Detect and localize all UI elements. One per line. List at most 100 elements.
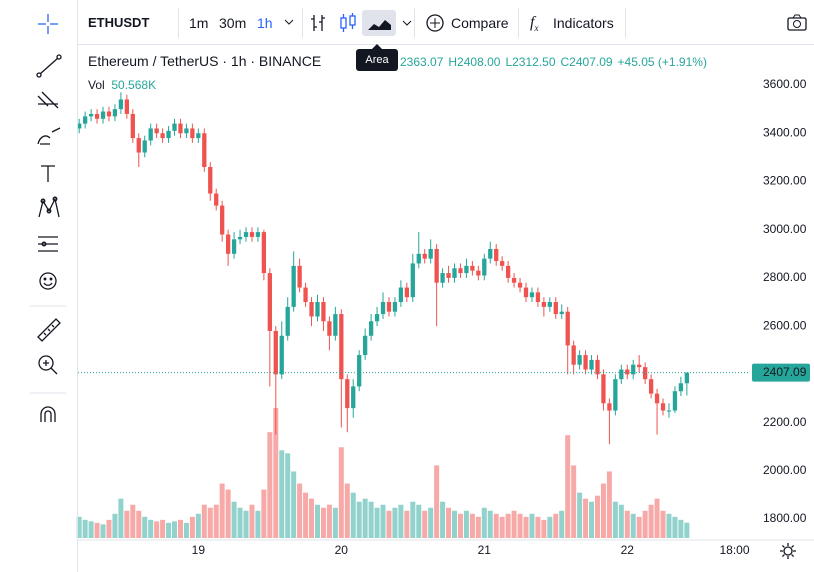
candle-body: [112, 109, 118, 117]
volume-bar: [112, 513, 118, 538]
volume-bar: [303, 492, 309, 538]
candle-body: [315, 302, 320, 317]
candle-body: [678, 383, 684, 392]
symbol-search[interactable]: ETHUSDT: [88, 15, 150, 30]
prediction-tool[interactable]: [38, 236, 58, 252]
volume-bar: [166, 522, 172, 538]
candle-body: [172, 123, 177, 131]
gear-ring: [783, 546, 793, 556]
volume-bar: [160, 519, 166, 538]
x-tick-label: 22: [621, 543, 635, 557]
candle-body: [458, 268, 463, 274]
candle-body: [577, 355, 582, 365]
volume-bar: [207, 507, 213, 538]
interval-button[interactable]: 1m: [189, 15, 209, 31]
volume-bar: [654, 498, 660, 538]
candle-body: [94, 113, 100, 119]
volume-bar: [88, 521, 94, 538]
candle-body: [654, 393, 660, 404]
candle-body: [178, 123, 183, 134]
candles-button[interactable]: [340, 13, 356, 32]
pattern-tool[interactable]: [38, 196, 60, 218]
magnet-tool[interactable]: [40, 406, 56, 422]
indicators-icon[interactable]: fx: [530, 14, 539, 34]
candle-body: [327, 321, 332, 336]
compare-button[interactable]: Compare: [451, 15, 509, 31]
volume-bar: [356, 501, 362, 538]
volume-bar: [154, 521, 160, 538]
y-tick-label: 3000.00: [763, 222, 807, 236]
interval-dropdown[interactable]: [283, 17, 295, 27]
volume-bar: [285, 453, 291, 538]
candle-body: [619, 369, 624, 380]
volume-bar: [314, 504, 320, 538]
volume-bar: [338, 447, 344, 538]
candle-body: [249, 232, 255, 237]
candle-body: [83, 116, 88, 124]
candle-body: [583, 355, 588, 370]
volume-bar: [100, 524, 106, 538]
candle-body: [380, 302, 386, 315]
candle-body: [595, 359, 600, 375]
drawing-tools: [30, 14, 66, 422]
fib-tool[interactable]: [37, 91, 59, 109]
last-price-tag: [752, 363, 810, 382]
candle-body: [666, 410, 672, 412]
candle-body: [571, 345, 576, 365]
interval-button[interactable]: 1h: [257, 15, 273, 31]
candle-body: [273, 330, 278, 375]
ohlc-value: +45.05 (+1.91%): [617, 55, 707, 69]
y-tick-label: 2000.00: [763, 463, 807, 477]
top-toolbar: ETHUSDT 1m 30m 1h Compare fx Indicators: [78, 0, 814, 45]
volume-bar: [195, 513, 201, 538]
y-tick-label: 2600.00: [763, 318, 807, 332]
interval-button[interactable]: 30m: [219, 15, 247, 31]
volume-bar: [571, 465, 577, 538]
volume-bar: [219, 483, 225, 538]
candle-body: [267, 273, 272, 331]
bars-button[interactable]: [311, 15, 325, 31]
volume-name: Vol: [88, 78, 105, 92]
separator: [178, 8, 179, 38]
volume-bar: [577, 492, 583, 538]
candle-body: [565, 311, 570, 346]
volume-bar: [422, 510, 428, 538]
crosshair-tool[interactable]: [38, 14, 58, 34]
settings-button[interactable]: [780, 543, 796, 559]
trend-line-tool[interactable]: [36, 54, 62, 78]
candle-body: [160, 133, 165, 139]
brush-tool[interactable]: [37, 127, 61, 145]
candle-body: [434, 248, 439, 283]
volume-bar: [82, 519, 88, 538]
candle-body: [446, 273, 451, 278]
tooltip: Area: [356, 44, 398, 71]
indicators-button[interactable]: Indicators: [553, 15, 614, 31]
candle-body: [625, 369, 630, 375]
area-button[interactable]: [362, 10, 396, 36]
compare-icon[interactable]: [425, 13, 445, 33]
candle-body: [684, 372, 689, 384]
candle-body: [220, 205, 225, 235]
candle-body: [529, 292, 535, 298]
chart-type-buttons: [311, 10, 412, 36]
candle-body: [303, 287, 308, 303]
last-price-label: 2407.09: [763, 365, 807, 379]
candle-body: [321, 302, 326, 322]
emoji-tool[interactable]: [39, 272, 57, 290]
measure-tool[interactable]: [37, 318, 61, 342]
screenshot-button[interactable]: [786, 13, 808, 33]
text-tool[interactable]: [41, 165, 55, 182]
candle-body: [494, 248, 499, 262]
volume-bar: [529, 513, 535, 538]
candle-body: [148, 128, 153, 141]
candle-body: [357, 355, 362, 387]
y-tick-label: 1800.00: [763, 511, 807, 525]
ohlc-value: H2408.00: [448, 55, 501, 69]
volume-bar: [493, 513, 499, 538]
volume-bar: [410, 501, 416, 538]
candle-body: [124, 99, 129, 114]
zoom-tool[interactable]: [38, 355, 58, 375]
volume-bar: [124, 510, 130, 538]
candle-body: [363, 335, 368, 356]
candle-body: [106, 111, 112, 117]
